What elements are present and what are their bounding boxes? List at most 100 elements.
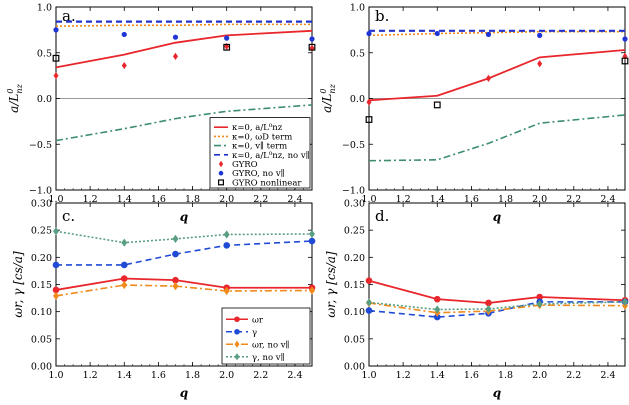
y-tick-label: 0.00 bbox=[31, 362, 52, 373]
x-tick-label: 2.0 bbox=[219, 370, 234, 381]
panel-1: 1.0 1.2 1.4 1.6 1.8 2.0 2.2 2.4 −1.0 −0.5 0.0 0.5 1.… bbox=[319, 3, 629, 224]
y-label-main: a/L bbox=[320, 94, 334, 113]
data-point bbox=[485, 304, 492, 314]
y-axis-label: ωr, γ [cs/a] bbox=[324, 251, 338, 318]
data-point bbox=[120, 275, 128, 282]
data-point bbox=[365, 307, 373, 314]
y-axis-label: ωr, γ [cs/a] bbox=[11, 251, 25, 318]
data-point bbox=[218, 170, 224, 176]
x-tick-label: 1.0 bbox=[48, 194, 63, 205]
data-point bbox=[172, 34, 179, 40]
panel-label: a. bbox=[62, 7, 76, 25]
legend-item: γ bbox=[226, 328, 257, 338]
legend-box bbox=[209, 117, 311, 189]
series-line bbox=[368, 30, 625, 37]
x-tick-label: 2.2 bbox=[566, 370, 581, 381]
series-1 bbox=[368, 30, 625, 37]
data-point bbox=[224, 35, 230, 41]
plot-frame bbox=[368, 202, 626, 367]
y-tick-label: 0.0 bbox=[37, 94, 52, 105]
data-point bbox=[485, 299, 492, 307]
y-tick-label: 0.25 bbox=[31, 226, 52, 237]
data-point bbox=[52, 261, 60, 269]
y-tick-label: 1.0 bbox=[350, 3, 365, 14]
series-5 bbox=[366, 30, 628, 42]
data-point bbox=[309, 36, 315, 42]
y-tick-label: 1.0 bbox=[37, 3, 52, 14]
legend-item: GYRO bbox=[218, 160, 258, 170]
y-tick-label: 0.00 bbox=[344, 362, 365, 373]
series-6 bbox=[52, 43, 316, 62]
series-line bbox=[368, 49, 626, 102]
series-0 bbox=[368, 49, 626, 102]
data-point bbox=[218, 179, 225, 186]
data-point bbox=[621, 57, 629, 65]
data-point bbox=[224, 42, 230, 50]
series-3 bbox=[53, 227, 315, 247]
series-line bbox=[55, 104, 313, 142]
x-tick-label: 2.2 bbox=[253, 370, 268, 381]
series-3 bbox=[366, 297, 628, 314]
data-point bbox=[309, 229, 315, 239]
data-point bbox=[433, 295, 441, 303]
panel-2: 1.0 1.2 1.4 1.6 1.8 2.0 2.2 2.4 0.00 0.05 0.10 0.15… bbox=[11, 199, 316, 400]
data-point bbox=[121, 31, 127, 38]
y-tick-label: −0.5 bbox=[29, 140, 52, 151]
data-point bbox=[485, 31, 492, 38]
data-point bbox=[485, 74, 491, 82]
x-tick-label: 1.0 bbox=[48, 370, 63, 381]
data-point bbox=[52, 286, 60, 294]
series-2 bbox=[53, 280, 315, 301]
data-point bbox=[53, 291, 59, 301]
y-tick-label: −0.5 bbox=[342, 140, 365, 151]
data-point bbox=[223, 242, 230, 249]
data-point bbox=[223, 286, 230, 296]
x-tick-label: 1.2 bbox=[396, 370, 411, 381]
legend-item: κ=0, v∥ term bbox=[214, 141, 287, 152]
y-tick-label: −1.0 bbox=[29, 186, 52, 197]
y-tick-label: 0.30 bbox=[31, 199, 52, 210]
panel-label: c. bbox=[62, 207, 75, 225]
y-tick-label: 0.5 bbox=[37, 48, 52, 59]
x-tick-label: 1.8 bbox=[185, 194, 200, 205]
panel-0: 1.0 1.2 1.4 1.6 1.8 2.0 2.2 2.4 −1.0 −0.5 0.0 0.5 1.… bbox=[6, 3, 316, 224]
legend-label: γ, no v∥ bbox=[252, 352, 285, 363]
legend-label: GYRO nonlinear bbox=[232, 178, 302, 188]
series-2 bbox=[55, 104, 313, 142]
legend-item: ωr, no v∥ bbox=[226, 339, 290, 350]
series-line bbox=[368, 279, 626, 304]
legend-label: GYRO, no v∥ bbox=[232, 168, 285, 179]
y-tick-label: 0.10 bbox=[344, 307, 365, 318]
data-point bbox=[121, 280, 128, 290]
data-point bbox=[172, 234, 179, 243]
series-line bbox=[368, 114, 626, 162]
data-point bbox=[622, 297, 628, 306]
y-tick-label: 0.05 bbox=[344, 334, 365, 345]
y-tick-label: 0.0 bbox=[350, 94, 365, 105]
y-tick-label: −1.0 bbox=[342, 186, 365, 197]
x-tick-label: 2.2 bbox=[566, 194, 581, 205]
data-point bbox=[433, 313, 441, 321]
data-point bbox=[121, 238, 128, 247]
series-0 bbox=[365, 277, 629, 307]
data-point bbox=[537, 60, 543, 68]
data-point bbox=[234, 328, 240, 335]
series-1 bbox=[55, 23, 312, 28]
y-axis-label: a/L0nz bbox=[319, 83, 337, 112]
x-tick-label: 1.8 bbox=[498, 370, 513, 381]
data-point bbox=[366, 30, 372, 37]
data-point bbox=[309, 44, 315, 52]
x-tick-label: 1.8 bbox=[498, 194, 513, 205]
series-line bbox=[55, 230, 313, 244]
data-point bbox=[308, 43, 316, 51]
series-line bbox=[55, 23, 312, 28]
x-axis-label: q bbox=[493, 210, 501, 224]
series-6 bbox=[365, 57, 629, 123]
series-2 bbox=[368, 114, 626, 162]
x-tick-label: 1.4 bbox=[430, 194, 445, 205]
x-axis-label: q bbox=[180, 386, 188, 400]
y-tick-label: 0.20 bbox=[31, 253, 52, 264]
legend-label: ωr, no v∥ bbox=[252, 339, 290, 350]
x-tick-label: 2.4 bbox=[287, 194, 302, 205]
data-point bbox=[366, 298, 372, 307]
